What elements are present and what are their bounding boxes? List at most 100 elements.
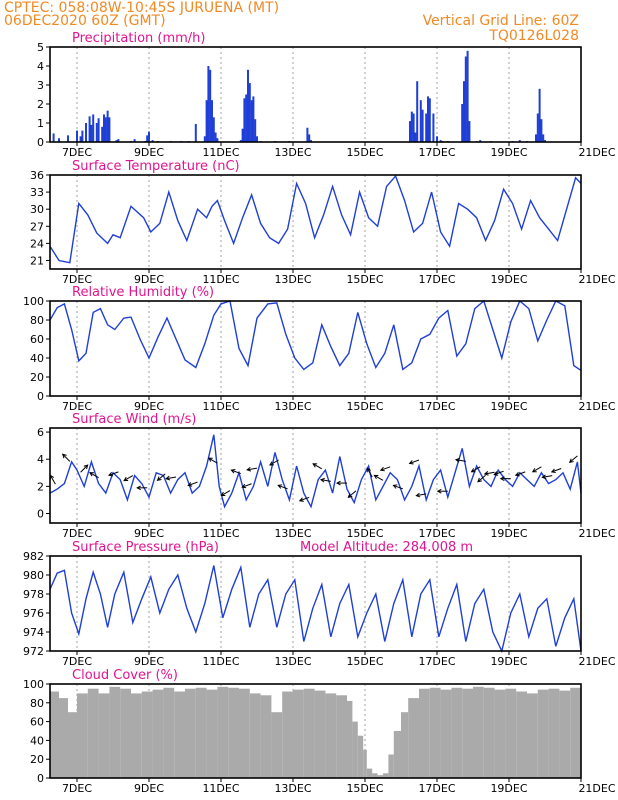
precip-bar bbox=[243, 98, 246, 142]
wind-series-line bbox=[49, 434, 582, 509]
humidity-ytick-label: 80 bbox=[30, 314, 44, 327]
wind-ytick-label: 0 bbox=[37, 508, 44, 521]
temperature-title: Surface Temperature (nC) bbox=[72, 159, 240, 174]
pressure-ytick-label: 982 bbox=[23, 550, 44, 563]
temperature-ytick-label: 33 bbox=[30, 186, 44, 199]
precip-bar bbox=[252, 96, 255, 142]
temperature-xtick-label: 17DEC bbox=[418, 273, 455, 286]
precip-bar bbox=[439, 140, 442, 142]
precip-ytick-label: 0 bbox=[37, 136, 44, 149]
wind-vector-arrow bbox=[241, 483, 252, 489]
pressure-xtick-label: 13DEC bbox=[274, 655, 311, 668]
cloud-xtick-label: 17DEC bbox=[418, 782, 455, 795]
precip-bar bbox=[239, 140, 242, 142]
humidity-xtick-label: 15DEC bbox=[346, 400, 383, 413]
precip-bar bbox=[58, 138, 60, 142]
cloud-cover-bar bbox=[388, 754, 394, 778]
precip-xtick-label: 15DEC bbox=[346, 146, 383, 159]
precip-title: Precipitation (mm/h) bbox=[72, 31, 205, 46]
precip-bar bbox=[463, 81, 465, 142]
wind-vector-arrow bbox=[379, 466, 391, 472]
cloud-cover-bar bbox=[377, 775, 383, 778]
precip-xtick-label: 19DEC bbox=[490, 146, 527, 159]
temperature-xtick-label: 7DEC bbox=[62, 273, 92, 286]
precip-bar bbox=[254, 119, 257, 142]
cloud-cover-bar bbox=[109, 686, 121, 778]
cloud-cover-bar bbox=[494, 689, 506, 778]
humidity-xtick-label: 17DEC bbox=[418, 400, 455, 413]
wind-vector-arrow bbox=[165, 475, 177, 481]
humidity-panel: 0 20 40 60 80 100 7DEC 9DEC 11DEC 13DEC 15DEC 17DEC… bbox=[23, 285, 616, 413]
precip-bar bbox=[79, 136, 82, 142]
pressure-xtick-label: 19DEC bbox=[490, 655, 527, 668]
wind-vector-arrow bbox=[230, 469, 241, 475]
pressure-ytick-label: 974 bbox=[23, 626, 44, 639]
humidity-ytick-label: 100 bbox=[23, 295, 44, 308]
wind-xtick-label: 17DEC bbox=[418, 527, 455, 540]
precip-bar bbox=[97, 118, 100, 142]
wind-vector-arrow bbox=[493, 470, 504, 476]
precip-bar bbox=[133, 139, 136, 142]
precip-bar bbox=[542, 134, 545, 142]
precip-bar bbox=[410, 111, 413, 142]
wind-vector-arrow bbox=[108, 471, 119, 477]
cloud-cover-bar bbox=[68, 712, 77, 778]
wind-title: Surface Wind (m/s) bbox=[72, 412, 196, 427]
temperature-frame bbox=[49, 174, 582, 270]
pressure-ytick-label: 978 bbox=[23, 588, 44, 601]
cloud-xtick-label: 7DEC bbox=[62, 782, 92, 795]
temperature-series-line bbox=[49, 174, 582, 264]
pressure-ytick-label: 980 bbox=[23, 569, 44, 582]
wind-vector-arrow bbox=[514, 471, 526, 477]
cloud-cover-bar bbox=[325, 693, 337, 778]
cloud-cover-bar bbox=[185, 688, 196, 778]
temperature-ytick-label: 36 bbox=[30, 169, 44, 182]
precip-bar bbox=[85, 123, 87, 142]
precip-bar bbox=[306, 127, 309, 142]
wind-vector-arrow bbox=[568, 455, 578, 464]
cloud-cover-bar bbox=[527, 693, 538, 778]
precip-bar bbox=[540, 119, 543, 142]
precip-bar bbox=[212, 117, 215, 142]
cloud-cover-bar bbox=[548, 688, 560, 778]
precip-xtick-label: 13DEC bbox=[274, 146, 311, 159]
cloud-ytick-label: 20 bbox=[30, 753, 44, 766]
precip-bar bbox=[421, 109, 424, 142]
pressure-ytick-label: 972 bbox=[23, 645, 44, 658]
cloud-cover-bar bbox=[163, 687, 175, 778]
cloud-cover-bar bbox=[239, 688, 250, 778]
precip-bar bbox=[256, 136, 258, 142]
precip-bar bbox=[412, 113, 415, 142]
precip-bar bbox=[409, 121, 411, 142]
humidity-title: Relative Humidity (%) bbox=[72, 285, 214, 300]
precip-bar bbox=[81, 130, 84, 142]
cloud-cover-bar bbox=[366, 768, 373, 778]
pressure-xtick-label: 17DEC bbox=[418, 655, 455, 668]
cloud-cover-bar bbox=[516, 691, 527, 778]
precip-bar bbox=[544, 140, 546, 142]
cloud-panel: 0 20 40 60 80 100 7DEC 9DEC 11DEC 13DEC 15DEC 17DEC… bbox=[23, 668, 616, 795]
cloud-cover-bar bbox=[462, 688, 473, 778]
cloud-cover-bar bbox=[383, 773, 389, 778]
precip-xtick-label: 21DEC bbox=[578, 146, 615, 159]
cloud-ytick-label: 60 bbox=[30, 716, 44, 729]
temperature-xtick-label: 15DEC bbox=[346, 273, 383, 286]
wind-vector-arrow bbox=[246, 466, 258, 472]
precip-bar bbox=[428, 98, 431, 142]
cloud-xtick-label: 13DEC bbox=[274, 782, 311, 795]
pressure-xtick-label: 11DEC bbox=[202, 655, 239, 668]
header-date: 06DEC2020 60Z (GMT) bbox=[4, 13, 166, 29]
humidity-ytick-label: 40 bbox=[30, 352, 44, 365]
cloud-cover-bar bbox=[473, 686, 484, 778]
wind-vector-arrow bbox=[550, 468, 562, 473]
wind-vector-arrow bbox=[335, 480, 347, 486]
wind-xtick-label: 21DEC bbox=[578, 527, 615, 540]
cloud-cover-bar bbox=[282, 691, 293, 778]
precip-bar bbox=[247, 69, 249, 142]
wind-vector-arrow bbox=[483, 471, 495, 476]
precip-bar bbox=[76, 130, 78, 142]
cloud-cover-bar bbox=[59, 698, 68, 778]
cloud-cover-bar bbox=[217, 686, 229, 778]
wind-ytick-label: 4 bbox=[37, 453, 44, 466]
